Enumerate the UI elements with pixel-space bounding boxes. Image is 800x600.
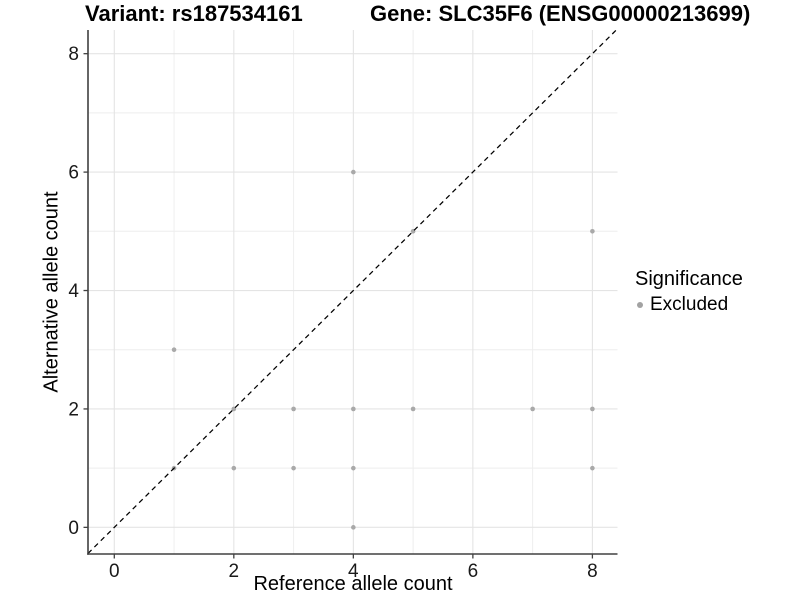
data-point-4-2 [351,406,356,412]
x-tick-label-6: 6 [468,561,479,582]
legend-item-label: Excluded [650,294,729,315]
data-point-8-2 [590,406,595,412]
data-point-4-0 [351,525,356,530]
data-point-4-6 [351,169,356,175]
data-point-4-1 [351,465,356,471]
identity-dashed-line [87,29,617,554]
y-tick-label-2: 2 [68,399,79,420]
data-point-5-2 [410,406,416,412]
y-tick-label-6: 6 [68,163,79,184]
legend-item-excluded: Excluded [632,294,743,316]
x-tick-label-8: 8 [587,561,598,582]
data-point-8-1 [590,465,595,471]
data-point-3-2 [291,406,296,412]
x-axis-title: Reference allele count [253,573,453,595]
data-point-2-1 [231,465,237,471]
y-tick-label-0: 0 [68,518,79,539]
x-tick-label-4: 4 [348,561,359,582]
gene-title: Gene: SLC35F6 (ENSG00000213699) [370,1,751,26]
y-axis-title: Alternative allele count [40,191,63,393]
legend-title: Significance [635,268,743,290]
x-tick-label-0: 0 [109,561,120,582]
data-point-7-2 [530,406,535,412]
data-point-8-5 [590,229,595,234]
data-point-3-1 [291,465,296,471]
y-tick-label-4: 4 [68,281,79,302]
variant-title: Variant: rs187534161 [85,1,303,26]
legend: Significance Excluded [632,268,743,316]
x-tick-label-2: 2 [229,561,240,582]
excluded-point-icon [637,302,643,308]
y-tick-label-8: 8 [68,44,79,65]
data-point-1-3 [171,347,177,353]
data-point-2-2 [231,406,237,412]
